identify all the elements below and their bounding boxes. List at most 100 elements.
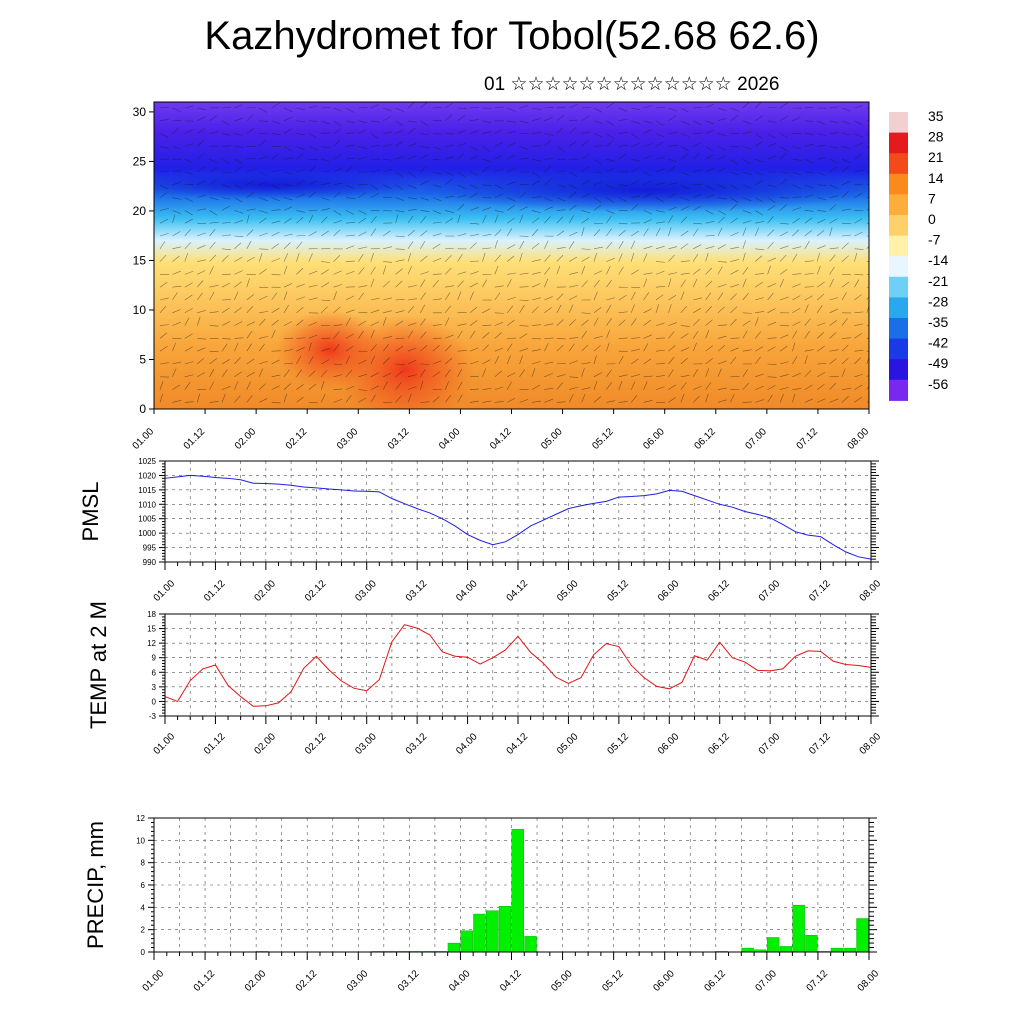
wind-barb [705, 368, 710, 377]
temp-x-label: 08.00 [858, 731, 884, 757]
pmsl-x-label: 03.00 [353, 578, 379, 604]
wind-barb [568, 127, 577, 134]
wind-barb [296, 146, 305, 150]
wind-barb [444, 381, 449, 390]
wind-barb [693, 205, 702, 211]
wind-barb [209, 179, 217, 186]
wind-barb [321, 359, 330, 365]
wind-barb [705, 235, 715, 237]
wind-barb [581, 227, 585, 237]
wind-barb [494, 401, 504, 403]
wind-barb [420, 133, 430, 136]
wind-barb [457, 194, 467, 198]
wind-barb [259, 171, 268, 176]
wind-barb [444, 344, 452, 352]
wind-barb [172, 231, 181, 237]
wind-barb [829, 332, 837, 339]
wind-barb [593, 252, 597, 262]
cross-x-label: 08.00 [846, 426, 872, 452]
wind-barb [333, 374, 343, 378]
wind-barb [209, 115, 218, 122]
wind-barb [817, 372, 826, 378]
wind-barb [804, 158, 813, 164]
wind-barb [358, 120, 368, 124]
wind-barb [395, 107, 404, 112]
wind-barb [395, 395, 402, 403]
wind-barb [321, 182, 331, 186]
wind-barb [804, 120, 814, 122]
colorbar-box [889, 112, 908, 134]
pmsl-series-line [164, 474, 872, 560]
precip-bar [473, 913, 486, 953]
wind-barb [544, 373, 553, 378]
wind-barb [556, 247, 566, 250]
wind-barb [445, 102, 453, 109]
wind-barb [395, 184, 404, 190]
wind-barb [469, 119, 479, 122]
wind-barb [296, 180, 305, 186]
precip-y-label: 4 [141, 903, 146, 912]
wind-barb [792, 246, 802, 250]
wind-barb [817, 197, 827, 201]
wind-barb [308, 166, 316, 173]
wind-barb [432, 396, 440, 403]
wind-barb [494, 292, 501, 301]
wind-barb [507, 130, 516, 134]
wind-barb [358, 330, 364, 339]
wind-barb [606, 342, 610, 352]
colorbar-box [889, 379, 908, 401]
wind-barb [370, 193, 379, 198]
wind-barb [482, 324, 492, 326]
wind-barb [457, 203, 465, 211]
wind-barb [197, 372, 206, 378]
wind-barb [755, 273, 765, 275]
wind-barb [395, 210, 405, 213]
wind-barb [569, 204, 577, 211]
wind-barb [730, 259, 740, 262]
wind-barb [680, 393, 685, 403]
wind-barb [854, 154, 863, 160]
wind-barb [445, 218, 453, 224]
wind-barb [469, 330, 476, 339]
wind-barb [531, 361, 541, 365]
precip-bar [486, 910, 499, 953]
wind-barb [866, 296, 869, 301]
temp-y-label: 9 [152, 654, 157, 663]
wind-barb [333, 331, 340, 339]
wind-barb [321, 158, 330, 162]
wind-barb [234, 146, 244, 148]
wind-barb [556, 216, 564, 224]
wind-barb [631, 143, 640, 147]
wind-barb [804, 384, 813, 390]
wind-barb [296, 107, 306, 111]
pmsl-y-label: 995 [143, 544, 157, 553]
wind-barb [742, 240, 747, 249]
wind-barb [531, 131, 541, 134]
wind-barb [569, 184, 578, 190]
wind-barb [308, 105, 318, 109]
wind-barb [531, 171, 540, 177]
wind-barb [730, 284, 740, 288]
wind-barb [494, 142, 503, 147]
wind-barb [358, 192, 366, 198]
wind-barb [544, 323, 554, 326]
wind-barb [196, 140, 204, 147]
wind-barb [469, 207, 479, 211]
wind-barb [506, 343, 513, 352]
wind-barb [432, 107, 442, 109]
wind-barb [569, 119, 579, 122]
wind-barb [345, 107, 354, 113]
wind-barb [507, 120, 517, 123]
wind-barb [655, 221, 665, 224]
wind-barb [494, 184, 503, 190]
wind-barb [792, 283, 801, 288]
precip-bar [830, 947, 844, 953]
cross-x-label: 05.12 [590, 426, 616, 452]
wind-barb [432, 221, 442, 224]
precip-x-label: 06.00 [651, 968, 677, 994]
wind-barb [209, 158, 218, 164]
wind-barb [767, 143, 777, 147]
wind-barb [866, 208, 869, 211]
wind-barb [779, 254, 787, 262]
wind-barb [320, 306, 328, 314]
